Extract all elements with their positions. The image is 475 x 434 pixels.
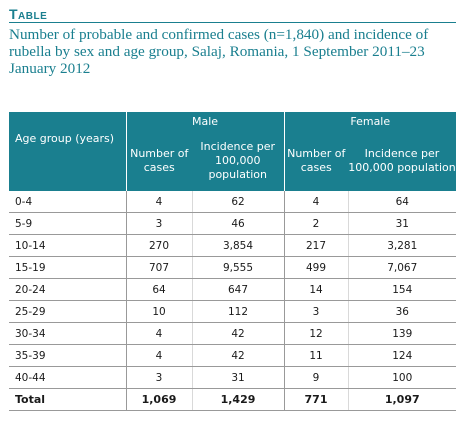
male-cases-cell: 4 (125, 344, 192, 367)
age-group-cell: 0-4 (9, 191, 126, 213)
male-incidence-cell: 112 (191, 300, 284, 323)
male-cases-cell: 707 (125, 256, 192, 279)
male-incidence-header: Incidence per 100,000 population (192, 131, 284, 191)
table-row: 15-19 707 9,555 499 7,067 (9, 256, 456, 279)
male-incidence-cell: 62 (191, 191, 284, 213)
male-incidence-cell: 42 (191, 322, 284, 345)
table-row: 5-9 3 46 2 31 (9, 212, 456, 235)
table-row: 25-29 10 112 3 36 (9, 300, 456, 323)
female-incidence-cell: 124 (347, 344, 456, 367)
female-cases-cell: 9 (283, 366, 348, 389)
male-incidence-cell: 46 (191, 212, 284, 235)
male-cases-cell: 3 (125, 366, 192, 389)
age-group-cell: 30-34 (9, 322, 126, 345)
total-male-incidence: 1,429 (191, 388, 284, 411)
female-cases-cell: 12 (283, 322, 348, 345)
total-male-cases: 1,069 (125, 388, 192, 411)
female-cases-cell: 14 (283, 278, 348, 301)
female-cases-header: Number of cases (283, 131, 348, 191)
male-cases-cell: 64 (125, 278, 192, 301)
female-cases-cell: 4 (283, 191, 348, 213)
total-row: Total 1,069 1,429 771 1,097 (9, 388, 456, 411)
header-row-groups: Age group (years) Male Female (9, 112, 456, 191)
header-row-columns: Number of cases Incidence per 100,000 po… (9, 131, 456, 191)
female-incidence-cell: 36 (347, 300, 456, 323)
male-incidence-cell: 31 (191, 366, 284, 389)
male-incidence-cell: 647 (191, 278, 284, 301)
male-header: Male (125, 112, 284, 131)
male-cases-header: Number of cases (125, 131, 192, 191)
heading-rule (9, 22, 456, 23)
male-incidence-cell: 9,555 (191, 256, 284, 279)
female-cases-cell: 3 (283, 300, 348, 323)
age-group-cell: 15-19 (9, 256, 126, 279)
total-female-incidence: 1,097 (347, 388, 456, 411)
female-incidence-cell: 100 (347, 366, 456, 389)
female-incidence-cell: 139 (347, 322, 456, 345)
table-heading: Table (9, 6, 48, 22)
table-row: 35-39 4 42 11 124 (9, 344, 456, 367)
female-cases-cell: 217 (283, 234, 348, 257)
female-cases-cell: 499 (283, 256, 348, 279)
total-female-cases: 771 (283, 388, 348, 411)
age-group-cell: 10-14 (9, 234, 126, 257)
female-incidence-cell: 64 (347, 191, 456, 213)
table-caption: Number of probable and confirmed cases (… (9, 26, 429, 77)
table-row: 30-34 4 42 12 139 (9, 322, 456, 345)
table-row: 0-4 4 62 4 64 (9, 191, 456, 213)
age-group-cell: 35-39 (9, 344, 126, 367)
rubella-table: Age group (years) Male Female Number of … (9, 112, 456, 411)
male-cases-cell: 10 (125, 300, 192, 323)
male-incidence-cell: 42 (191, 344, 284, 367)
table-row: 20-24 64 647 14 154 (9, 278, 456, 301)
male-cases-cell: 3 (125, 212, 192, 235)
table-row: 40-44 3 31 9 100 (9, 366, 456, 389)
female-incidence-cell: 7,067 (347, 256, 456, 279)
female-cases-cell: 11 (283, 344, 348, 367)
female-incidence-cell: 31 (347, 212, 456, 235)
female-header: Female (283, 112, 456, 131)
female-incidence-cell: 3,281 (347, 234, 456, 257)
male-cases-cell: 270 (125, 234, 192, 257)
age-group-cell: 40-44 (9, 366, 126, 389)
male-cases-cell: 4 (125, 322, 192, 345)
male-cases-cell: 4 (125, 191, 192, 213)
female-incidence-header: Incidence per 100,000 population (348, 131, 456, 191)
male-incidence-cell: 3,854 (191, 234, 284, 257)
age-group-cell: 25-29 (9, 300, 126, 323)
female-incidence-cell: 154 (347, 278, 456, 301)
age-group-cell: 5-9 (9, 212, 126, 235)
age-group-cell: 20-24 (9, 278, 126, 301)
age-group-header: Age group (years) (9, 112, 126, 191)
female-cases-cell: 2 (283, 212, 348, 235)
total-label: Total (9, 388, 126, 411)
table-row: 10-14 270 3,854 217 3,281 (9, 234, 456, 257)
